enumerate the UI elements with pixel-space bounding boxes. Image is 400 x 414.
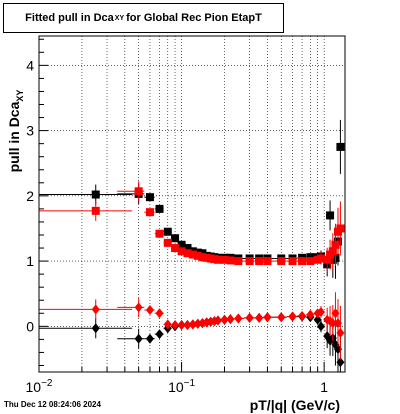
data-point xyxy=(177,240,186,249)
data-point xyxy=(234,257,243,266)
data-point xyxy=(163,227,172,236)
x-tick-label: 10−2 xyxy=(26,378,53,395)
data-point xyxy=(134,333,143,344)
data-point xyxy=(188,319,197,330)
chart-title-tail: for Global Rec Pion EtapT xyxy=(126,12,262,24)
data-point xyxy=(145,193,154,202)
data-point xyxy=(155,329,164,340)
data-point xyxy=(177,247,186,256)
data-point xyxy=(91,304,100,315)
data-point xyxy=(328,318,337,329)
data-point xyxy=(323,255,332,264)
data-point xyxy=(328,247,337,256)
chart-title-main: Fitted pull in Dca xyxy=(25,12,114,24)
data-point xyxy=(177,320,186,331)
x-tick-label: 1 xyxy=(320,379,328,395)
data-point xyxy=(245,312,254,323)
data-point xyxy=(183,320,192,331)
data-point xyxy=(91,206,100,215)
data-point xyxy=(155,229,164,238)
data-point xyxy=(326,211,335,220)
data-point xyxy=(188,250,197,259)
data-point xyxy=(198,253,207,262)
data-point xyxy=(155,308,164,319)
data-point xyxy=(336,142,345,151)
y-tick-label: 0 xyxy=(26,318,34,334)
data-point xyxy=(331,308,340,319)
data-point xyxy=(183,249,192,258)
data-point xyxy=(298,310,307,321)
plot-frame xyxy=(38,35,346,373)
data-point xyxy=(313,314,322,325)
data-point xyxy=(277,312,286,323)
data-point xyxy=(193,318,202,329)
data-point xyxy=(234,313,243,324)
data-point xyxy=(298,257,307,266)
y-axis-title: pull in DcaXY xyxy=(6,90,25,173)
data-point xyxy=(336,327,345,338)
data-point xyxy=(145,208,154,217)
data-point xyxy=(263,312,272,323)
data-point xyxy=(171,320,180,331)
data-point xyxy=(213,315,222,326)
series-1 xyxy=(39,181,345,272)
data-point xyxy=(91,323,100,334)
data-point xyxy=(245,257,254,266)
data-point xyxy=(193,251,202,260)
y-tick-label: 1 xyxy=(26,253,34,269)
data-point xyxy=(226,314,235,325)
chart-title-subscript: XY xyxy=(114,14,125,22)
data-point xyxy=(306,257,315,266)
data-point xyxy=(277,257,286,266)
data-point xyxy=(220,314,229,325)
data-point xyxy=(316,254,325,263)
data-point xyxy=(220,255,229,264)
y-tick-label: 3 xyxy=(26,123,34,139)
data-point xyxy=(226,256,235,265)
data-point xyxy=(134,187,143,196)
data-point xyxy=(134,302,143,313)
series-3 xyxy=(39,292,345,360)
data-point xyxy=(145,333,154,344)
y-tick-label: 2 xyxy=(26,188,34,204)
data-point xyxy=(183,244,192,253)
data-point xyxy=(336,224,345,233)
timestamp: Thu Dec 12 08:24:06 2024 xyxy=(4,400,101,409)
data-point xyxy=(171,234,180,243)
x-axis-title: pT/|q| (GeV/c) xyxy=(250,397,340,413)
data-point xyxy=(163,319,172,330)
data-point xyxy=(288,257,297,266)
x-tick-label: 10−1 xyxy=(168,378,195,395)
data-point xyxy=(213,255,222,264)
chart-title-box: Fitted pull in Dca XY for Global Rec Pio… xyxy=(3,3,284,33)
data-point xyxy=(255,257,264,266)
data-point xyxy=(145,305,154,316)
data-point xyxy=(171,244,180,253)
data-point xyxy=(91,190,100,199)
data-point xyxy=(255,312,264,323)
data-point xyxy=(155,204,164,213)
data-point xyxy=(306,309,315,320)
data-point xyxy=(331,240,340,249)
data-point xyxy=(263,257,272,266)
y-tick-label: 4 xyxy=(26,57,34,73)
data-point xyxy=(288,311,297,322)
data-point xyxy=(316,306,325,317)
data-point xyxy=(336,357,345,368)
data-point xyxy=(316,321,325,332)
data-point xyxy=(163,238,172,247)
